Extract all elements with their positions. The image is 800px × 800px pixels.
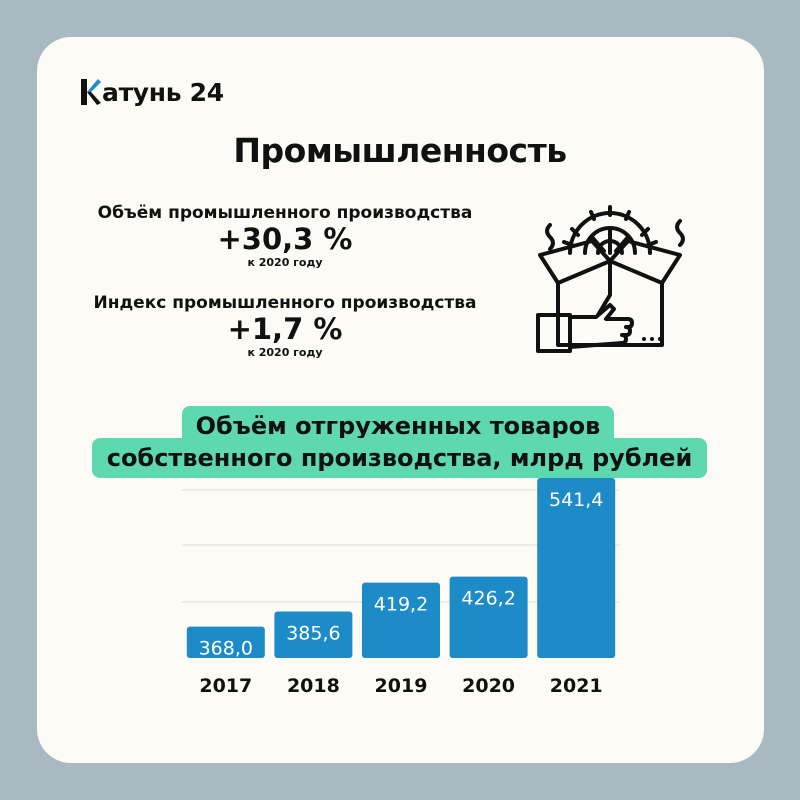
bar-2019: [362, 582, 440, 658]
stat-value: +1,7 %: [227, 312, 343, 346]
logo: атунь 24: [81, 76, 224, 108]
x-tick-label-2020: 2020: [462, 675, 515, 697]
stat-production-index: Индекс промышленного производства +1,7 %…: [80, 293, 490, 359]
stat-label: Объём промышленного производства: [97, 203, 473, 223]
stat-label: Индекс промышленного производства: [93, 293, 477, 313]
data-label-2020: 426,2: [461, 588, 515, 610]
chart-title-line-2: собственного производства, млрд рублей: [92, 438, 707, 478]
x-tick-label-2019: 2019: [375, 675, 428, 697]
bar-2018: [274, 611, 353, 658]
data-label-2021: 541,4: [549, 489, 603, 511]
x-tick-label-2018: 2018: [287, 675, 340, 697]
bar-2021: [537, 477, 616, 658]
page-title: Промышленность: [233, 131, 567, 170]
industry-gear-box-hand-icon: [536, 205, 685, 353]
data-label-2019: 419,2: [374, 594, 428, 616]
x-tick-label-2021: 2021: [550, 675, 603, 697]
stat-value: +30,3 %: [217, 222, 353, 256]
logo-k-icon: [81, 79, 101, 105]
x-tick-label-2017: 2017: [199, 675, 252, 697]
stat-note: к 2020 году: [247, 346, 323, 359]
logo-text: атунь 24: [102, 77, 224, 107]
stat-production-volume: Объём промышленного производства +30,3 %…: [80, 203, 490, 269]
bar-2017: [186, 626, 265, 658]
data-label-2018: 385,6: [286, 622, 340, 644]
stat-note: к 2020 году: [247, 256, 323, 269]
bar-2020: [449, 576, 528, 658]
data-label-2017: 368,0: [199, 638, 253, 660]
